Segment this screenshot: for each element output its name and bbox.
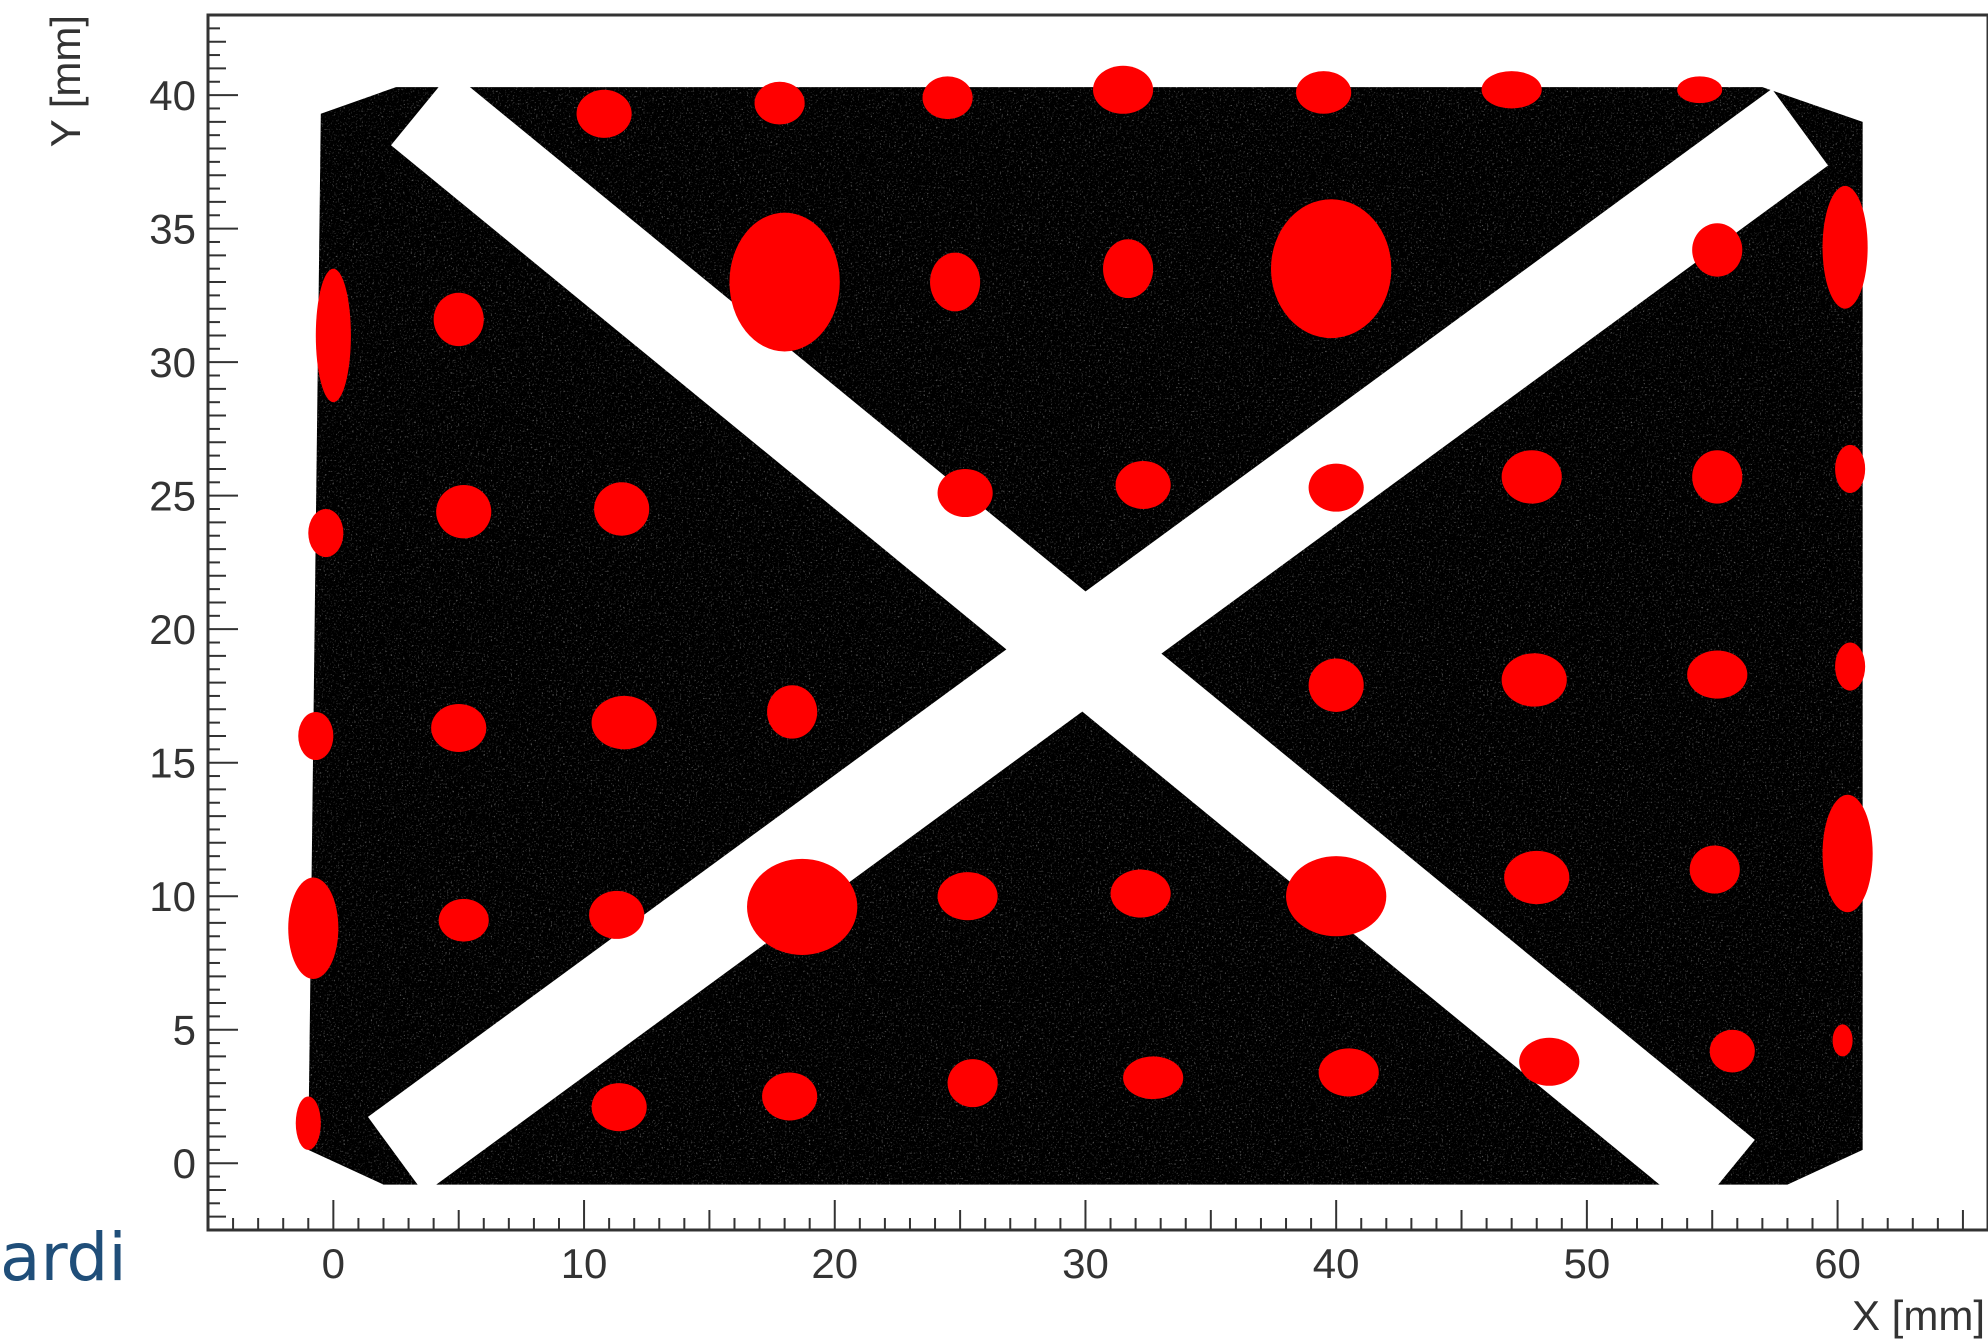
y-tick-label: 40 — [149, 72, 196, 119]
spot-17 — [594, 482, 650, 536]
spot-37 — [1110, 869, 1171, 918]
x-tick-label: 30 — [1062, 1240, 1109, 1287]
x-tick-label: 20 — [811, 1240, 858, 1287]
spot-21 — [1501, 450, 1562, 504]
spots-layer — [288, 65, 1873, 1150]
tick-labels: 0 10 20 30 40 50 60 0 5 10 15 20 25 30 35 40 — [149, 72, 1861, 1287]
spot-23 — [1835, 444, 1866, 493]
spot-50 — [1832, 1024, 1853, 1057]
y-tick-label: 25 — [149, 473, 196, 520]
edge-caption: ardi — [0, 1219, 127, 1296]
spot-35 — [747, 858, 858, 955]
hits-layer — [308, 87, 1863, 1185]
spot-7 — [315, 268, 351, 403]
spot-36 — [937, 872, 998, 921]
x-tick-label: 10 — [561, 1240, 608, 1287]
y-tick-label: 0 — [173, 1140, 196, 1187]
plot-frame — [206, 13, 1988, 1232]
spot-8 — [433, 292, 484, 347]
spot-15 — [308, 509, 344, 558]
spot-28 — [1308, 658, 1364, 712]
spot-31 — [1835, 642, 1866, 691]
x-axis-title: X [mm] — [1852, 1292, 1985, 1339]
spot-3 — [1092, 65, 1154, 114]
spot-38 — [1286, 856, 1387, 937]
spot-4 — [1296, 71, 1352, 114]
spot-12 — [1270, 199, 1392, 339]
spot-1 — [754, 81, 805, 125]
spot-41 — [1822, 794, 1873, 913]
axis-ticks — [207, 14, 1988, 1231]
y-tick-label: 10 — [149, 873, 196, 920]
spot-29 — [1501, 653, 1567, 707]
spot-26 — [591, 695, 657, 750]
spot-39 — [1504, 850, 1570, 905]
spot-13 — [1692, 223, 1743, 277]
x-tick-label: 60 — [1814, 1240, 1861, 1287]
y-tick-label: 20 — [149, 606, 196, 653]
y-axis-title: Y [mm] — [42, 15, 89, 147]
spot-49 — [1709, 1029, 1755, 1073]
spot-24 — [298, 711, 334, 761]
spot-2 — [922, 76, 973, 120]
spot-9 — [729, 212, 840, 352]
y-tick-label: 5 — [173, 1007, 196, 1054]
spot-10 — [930, 252, 981, 312]
spot-44 — [762, 1072, 818, 1121]
spot-32 — [288, 877, 339, 979]
spot-20 — [1308, 463, 1364, 512]
spot-27 — [767, 685, 818, 739]
spot-45 — [947, 1059, 998, 1108]
spot-40 — [1689, 845, 1740, 894]
spot-43 — [591, 1083, 647, 1132]
hit-density-group — [308, 87, 1863, 1185]
spot-30 — [1687, 650, 1748, 699]
x-tick-label: 50 — [1564, 1240, 1611, 1287]
spot-48 — [1519, 1037, 1580, 1086]
spot-16 — [436, 484, 492, 539]
spot-33 — [438, 898, 489, 942]
spot-46 — [1123, 1056, 1184, 1100]
spot-25 — [431, 703, 487, 753]
y-tick-label: 15 — [149, 740, 196, 787]
spot-11 — [1103, 239, 1154, 299]
hit-grain-texture — [308, 87, 1863, 1185]
spot-0 — [576, 89, 632, 138]
spot-5 — [1481, 71, 1542, 109]
spot-19 — [1115, 460, 1171, 510]
spot-22 — [1692, 450, 1743, 504]
spot-6 — [1677, 76, 1723, 104]
y-tick-label: 30 — [149, 339, 196, 386]
spot-14 — [1822, 185, 1868, 309]
spot-47 — [1318, 1048, 1379, 1097]
spot-34 — [589, 890, 645, 939]
x-tick-label: 40 — [1313, 1240, 1360, 1287]
spot-42 — [295, 1096, 321, 1150]
spot-18 — [937, 468, 993, 518]
y-tick-label: 35 — [149, 206, 196, 253]
x-tick-label: 0 — [322, 1240, 345, 1287]
